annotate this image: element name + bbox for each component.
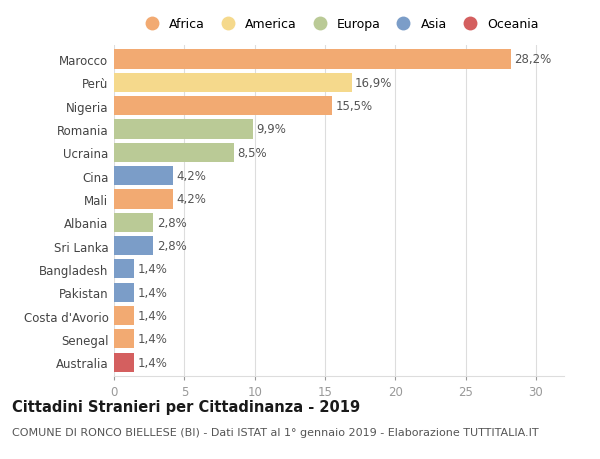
- Bar: [114, 260, 134, 279]
- Bar: [114, 143, 233, 162]
- Text: 2,8%: 2,8%: [157, 240, 187, 252]
- Bar: [114, 353, 134, 372]
- Text: 4,2%: 4,2%: [176, 193, 206, 206]
- Bar: [114, 236, 154, 256]
- Text: 1,4%: 1,4%: [137, 286, 167, 299]
- Text: 16,9%: 16,9%: [355, 77, 392, 90]
- Bar: [114, 167, 173, 186]
- Text: 1,4%: 1,4%: [137, 309, 167, 322]
- Bar: [114, 190, 173, 209]
- Text: Cittadini Stranieri per Cittadinanza - 2019: Cittadini Stranieri per Cittadinanza - 2…: [12, 399, 360, 414]
- Bar: [114, 120, 253, 139]
- Bar: [114, 97, 332, 116]
- Text: 1,4%: 1,4%: [137, 263, 167, 276]
- Text: 1,4%: 1,4%: [137, 333, 167, 346]
- Bar: [114, 50, 511, 69]
- Text: 2,8%: 2,8%: [157, 216, 187, 229]
- Bar: [114, 283, 134, 302]
- Bar: [114, 306, 134, 325]
- Legend: Africa, America, Europa, Asia, Oceania: Africa, America, Europa, Asia, Oceania: [137, 16, 541, 34]
- Bar: [114, 213, 154, 232]
- Text: 15,5%: 15,5%: [335, 100, 373, 113]
- Text: 1,4%: 1,4%: [137, 356, 167, 369]
- Text: 4,2%: 4,2%: [176, 170, 206, 183]
- Bar: [114, 330, 134, 349]
- Bar: [114, 73, 352, 93]
- Text: 28,2%: 28,2%: [514, 53, 551, 67]
- Text: 9,9%: 9,9%: [257, 123, 287, 136]
- Text: 8,5%: 8,5%: [237, 146, 266, 159]
- Text: COMUNE DI RONCO BIELLESE (BI) - Dati ISTAT al 1° gennaio 2019 - Elaborazione TUT: COMUNE DI RONCO BIELLESE (BI) - Dati IST…: [12, 427, 539, 437]
